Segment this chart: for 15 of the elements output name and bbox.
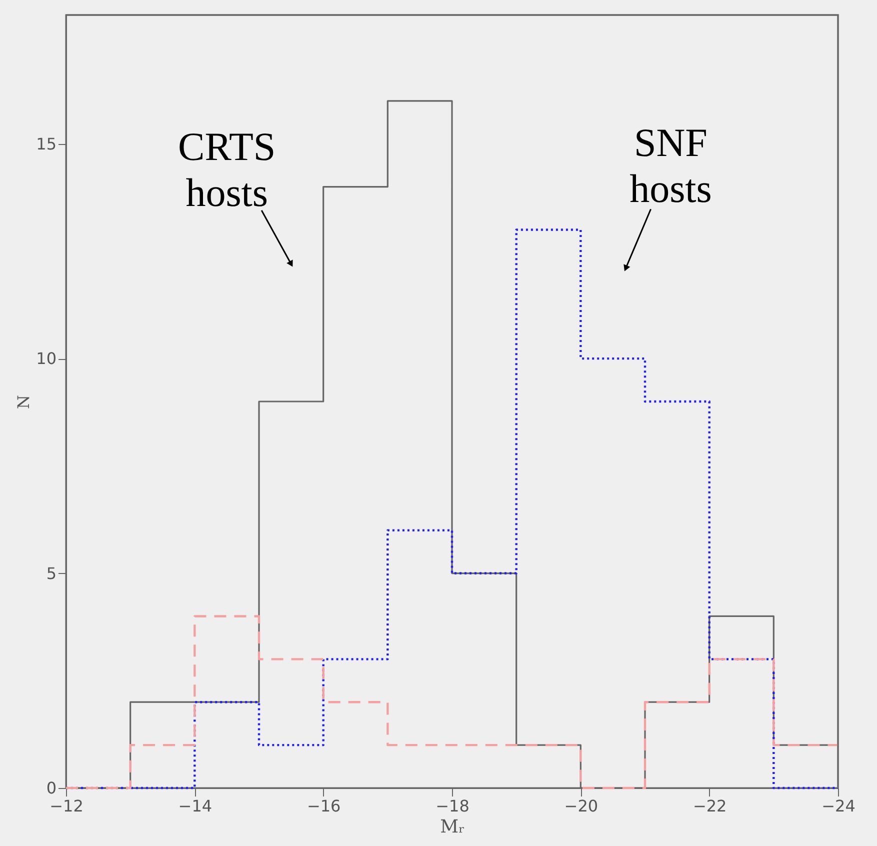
annotation: SNF hosts [630, 120, 712, 211]
x-axis-title: Mᵣ [440, 816, 465, 838]
y-tick-label: 0 [46, 778, 56, 798]
x-tick-label: −20 [564, 796, 598, 816]
annotation: CRTS hosts [178, 124, 276, 216]
y-tick-label: 15 [36, 134, 56, 154]
x-tick-label: −12 [50, 796, 84, 816]
x-tick-label: −14 [178, 796, 212, 816]
x-tick-label: −16 [306, 796, 341, 816]
x-tick-label: −18 [436, 796, 470, 816]
y-axis-title: N [14, 395, 34, 409]
y-tick-label: 10 [36, 349, 56, 368]
y-tick-label: 5 [46, 564, 56, 583]
x-tick-label: −22 [692, 796, 727, 816]
x-tick-label: −24 [822, 796, 856, 816]
